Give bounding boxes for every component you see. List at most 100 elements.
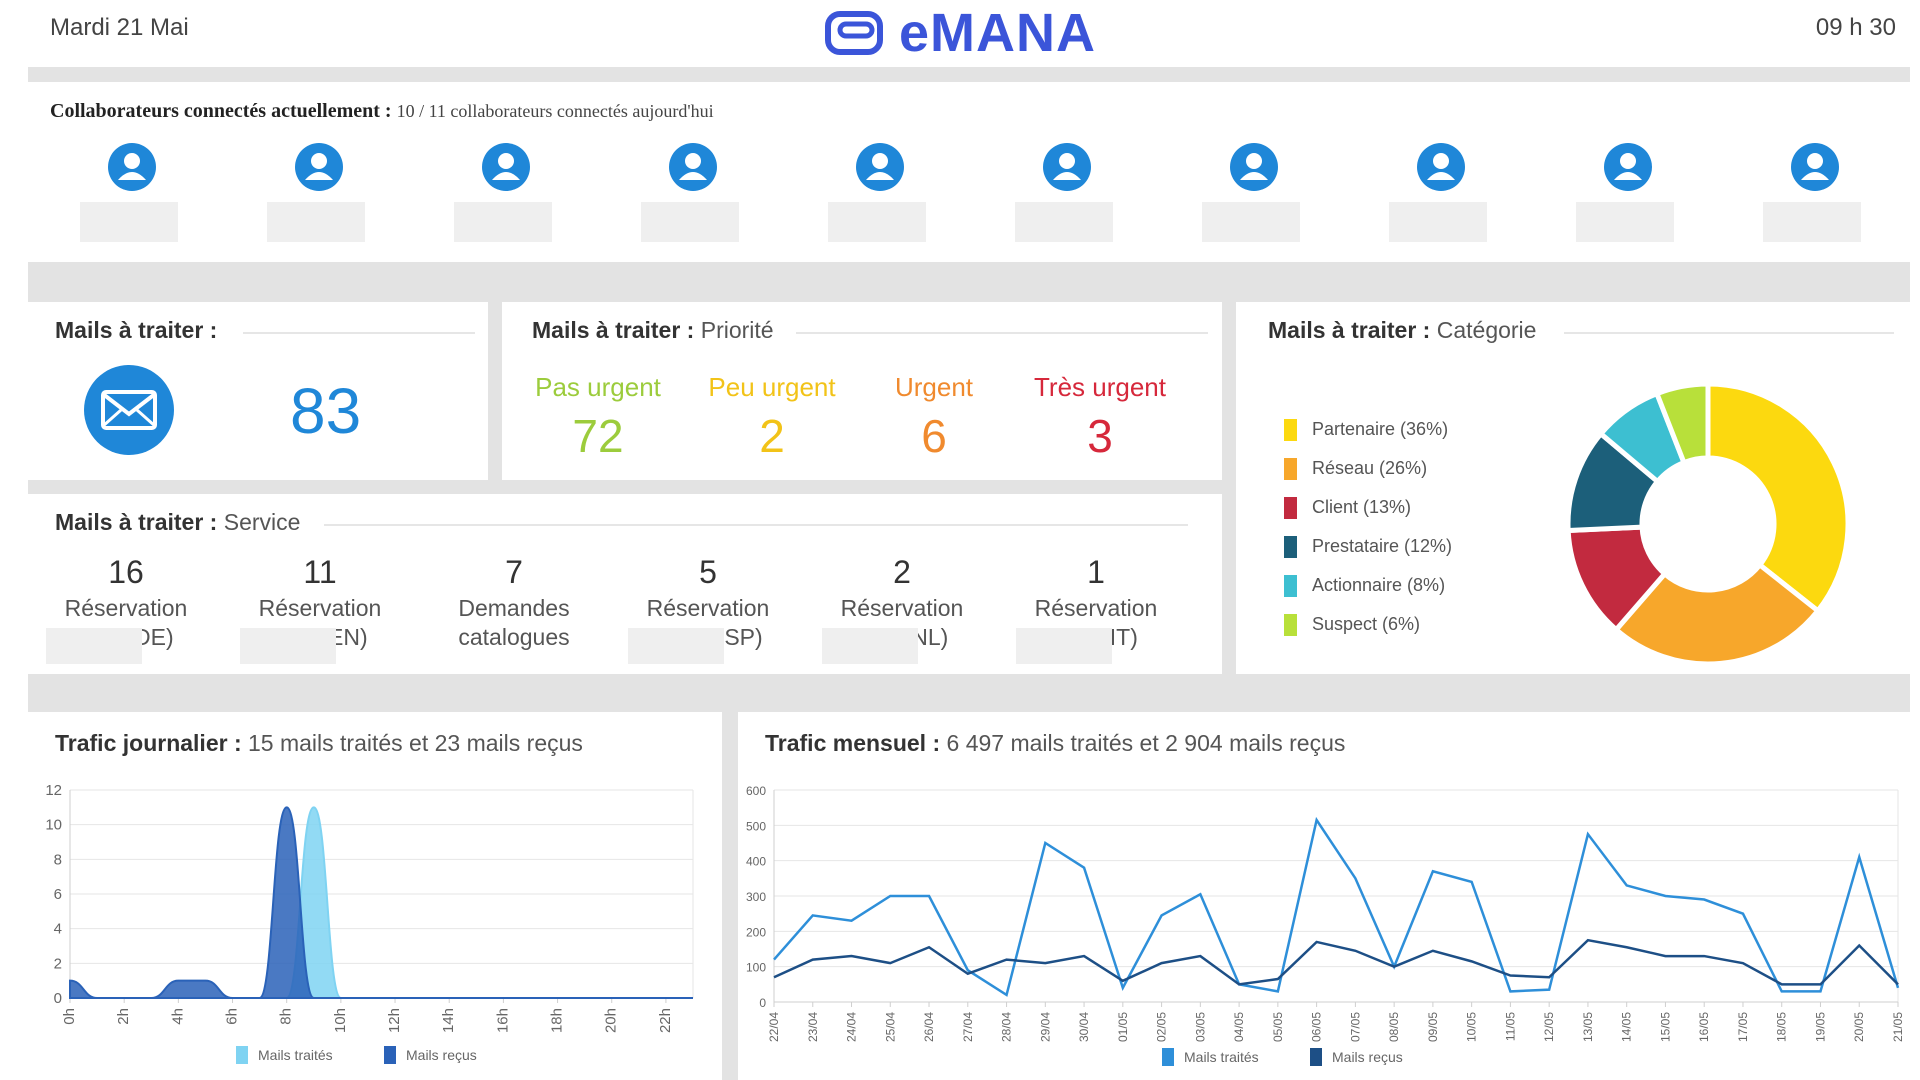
x-tick-label: 18/05 <box>1775 1012 1789 1042</box>
legend-swatch <box>1284 418 1297 441</box>
connected-user[interactable] <box>1389 142 1489 242</box>
title-rule <box>243 332 475 334</box>
title-rule <box>796 332 1208 334</box>
priority-value: 6 <box>921 410 947 462</box>
x-tick-label: 22/04 <box>767 1012 781 1042</box>
legend-label: Actionnaire (8%) <box>1312 575 1446 595</box>
connected-user[interactable] <box>80 142 180 242</box>
x-tick-label: 26/04 <box>922 1012 936 1042</box>
category-title: Mails à traiter : Catégorie <box>1268 317 1537 343</box>
user-avatar-icon <box>856 143 904 191</box>
legend-swatch <box>1284 574 1297 597</box>
redacted-text <box>46 628 142 664</box>
title-rule <box>1564 332 1894 334</box>
connected-user[interactable] <box>828 142 928 242</box>
priority-item: Urgent 6 <box>854 372 1014 463</box>
service-title: Mails à traiter : Service <box>55 509 301 535</box>
legend-swatch <box>1162 1048 1174 1066</box>
x-tick-label: 02/05 <box>1155 1012 1169 1042</box>
connected-user[interactable] <box>454 142 554 242</box>
current-date: Mardi 21 Mai <box>50 14 189 41</box>
daily-traffic-title: Trafic journalier : 15 mails traités et … <box>55 730 583 756</box>
priority-label: Très urgent <box>1034 372 1166 402</box>
x-tick-label: 20h <box>603 1008 620 1033</box>
x-tick-label: 18h <box>549 1008 566 1033</box>
title-rule <box>324 524 1188 526</box>
donut-slice <box>1705 381 1851 615</box>
legend-item: Client (13%) <box>1284 488 1452 527</box>
priority-item: Très urgent 3 <box>1020 372 1180 463</box>
connected-user[interactable] <box>1763 142 1863 242</box>
x-tick-label: 06/05 <box>1310 1012 1324 1042</box>
legend-swatch <box>1284 535 1297 558</box>
connected-user[interactable] <box>1015 142 1115 242</box>
y-tick-label: 400 <box>746 855 766 869</box>
priority-value: 72 <box>572 410 624 462</box>
x-tick-label: 2h <box>115 1008 132 1025</box>
x-tick-label: 27/04 <box>961 1012 975 1042</box>
connected-users-count: 10 / 11 collaborateurs connectés aujourd… <box>396 101 714 121</box>
y-tick-label: 4 <box>54 921 62 938</box>
connected-user[interactable] <box>1202 142 1302 242</box>
monthly-traffic-title: Trafic mensuel : 6 497 mails traités et … <box>765 730 1346 756</box>
user-name-redacted <box>80 202 178 242</box>
connected-users-panel: Collaborateurs connectés actuellement : … <box>28 82 1910 262</box>
daily-traffic-card: Trafic journalier : 15 mails traités et … <box>28 712 722 1080</box>
service-label: Réservation <box>840 595 964 621</box>
user-name-redacted <box>454 202 552 242</box>
x-tick-label: 10h <box>332 1008 349 1033</box>
user-name-redacted <box>1202 202 1300 242</box>
legend-swatch <box>1284 613 1297 636</box>
service-label: Réservation <box>64 595 188 621</box>
service-item: 7 Demandes catalogues <box>419 554 609 651</box>
y-tick-label: 0 <box>54 990 62 1007</box>
service-sublabel: catalogues <box>458 624 570 650</box>
service-label: Réservation <box>1034 595 1158 621</box>
y-tick-label: 100 <box>746 961 766 975</box>
x-tick-label: 14/05 <box>1620 1012 1634 1042</box>
user-avatar-icon <box>295 143 343 191</box>
legend-label: Mails reçus <box>1332 1049 1403 1065</box>
x-tick-label: 08/05 <box>1387 1012 1401 1042</box>
y-tick-label: 600 <box>746 784 766 798</box>
user-avatar-icon <box>1604 143 1652 191</box>
service-item: 2 Réservation (NL) <box>807 554 997 651</box>
x-tick-label: 12h <box>386 1008 403 1033</box>
daily-traffic-chart: 0 2 4 6 8 10 12 0h 2h 4h 6h 8h 10h 12h 14h 16h 18h 20h 22h… <box>45 782 694 1064</box>
mails-total-value: 83 <box>290 375 362 447</box>
monthly-traffic-card: Trafic mensuel : 6 497 mails traités et … <box>738 712 1910 1080</box>
connected-user[interactable] <box>641 142 741 242</box>
legend-label: Partenaire (36%) <box>1312 419 1449 439</box>
x-tick-label: 11/05 <box>1503 1012 1517 1041</box>
user-avatar-icon <box>1417 143 1465 191</box>
y-tick-label: 300 <box>746 890 766 904</box>
user-name-redacted <box>1015 202 1113 242</box>
y-tick-label: 10 <box>45 817 62 834</box>
series-area <box>69 806 693 999</box>
x-tick-label: 22h <box>657 1008 674 1033</box>
priority-title: Mails à traiter : Priorité <box>532 317 774 343</box>
user-name-redacted <box>267 202 365 242</box>
legend-swatch <box>1284 457 1297 480</box>
legend-label: Mails reçus <box>406 1047 477 1063</box>
service-count: 11 <box>303 554 337 590</box>
legend-swatch <box>1284 496 1297 519</box>
connected-user[interactable] <box>1576 142 1676 242</box>
service-card: Mails à traiter : Service 16 Réservation(… <box>28 494 1222 674</box>
monthly-traffic-chart: 0 100 200 300 400 500 600 22/04 23/04 24/04 25/04 2… <box>746 784 1905 1066</box>
service-count: 16 <box>108 554 144 590</box>
x-tick-label: 12/05 <box>1542 1012 1556 1042</box>
x-tick-label: 14h <box>440 1008 457 1033</box>
connected-user[interactable] <box>267 142 367 242</box>
y-tick-label: 200 <box>746 925 766 939</box>
y-tick-label: 12 <box>45 782 62 799</box>
priority-value: 3 <box>1087 410 1113 462</box>
x-tick-label: 17/05 <box>1736 1012 1750 1042</box>
legend-label: Prestataire (12%) <box>1312 536 1453 556</box>
legend-label: Client (13%) <box>1312 497 1412 517</box>
service-count: 2 <box>893 554 911 590</box>
x-tick-label: 05/05 <box>1271 1012 1285 1042</box>
x-tick-label: 03/05 <box>1193 1012 1207 1042</box>
y-tick-label: 500 <box>746 819 766 833</box>
x-tick-label: 01/05 <box>1116 1012 1130 1042</box>
